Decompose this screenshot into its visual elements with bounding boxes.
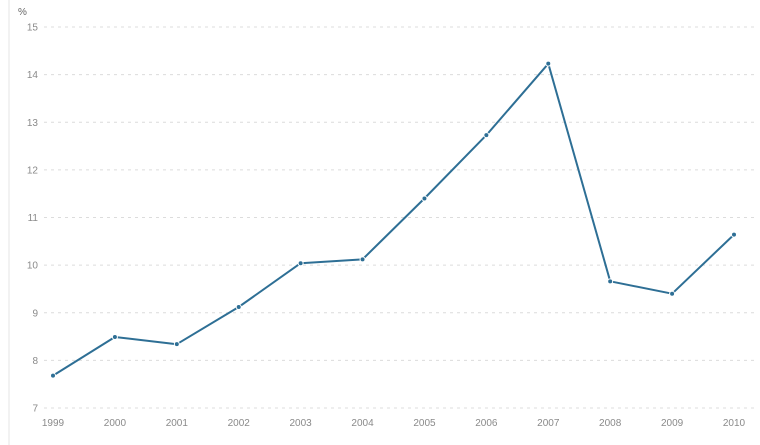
x-tick-label: 2002: [228, 418, 251, 429]
x-tick-label: 2007: [537, 418, 560, 429]
x-tick-label: 1999: [42, 418, 65, 429]
x-tick-label: 2006: [475, 418, 498, 429]
y-tick-label: 15: [27, 23, 39, 34]
data-point: [173, 341, 180, 348]
x-axis-tick-labels: 1999 2000 2001 2002 2003 2004 2005 2006 2007 2008…: [42, 418, 746, 429]
data-point: [421, 195, 428, 202]
data-point: [359, 256, 366, 263]
data-point: [235, 304, 242, 311]
x-tick-label: 2008: [599, 418, 622, 429]
data-point: [50, 372, 56, 379]
data-point: [111, 334, 118, 341]
data-point: [607, 278, 614, 285]
x-tick-label: 2000: [104, 418, 127, 429]
data-point: [731, 231, 737, 238]
x-tick-label: 2009: [661, 418, 684, 429]
data-point: [297, 260, 304, 267]
y-tick-label: 14: [27, 70, 39, 81]
x-tick-label: 2004: [351, 418, 374, 429]
y-tick-label: 10: [27, 261, 39, 272]
y-tick-label: 13: [27, 118, 39, 129]
y-tick-label: 7: [32, 404, 38, 415]
y-axis-unit-label: %: [18, 7, 27, 18]
y-axis-tick-labels: 7 8 9 10 11 12 13 14 15: [27, 23, 39, 415]
x-tick-label: 2001: [166, 418, 189, 429]
series-layer: [50, 60, 737, 379]
y-tick-label: 12: [27, 165, 39, 176]
gridlines: [44, 26, 755, 409]
series-line: [52, 62, 735, 377]
y-tick-label: 11: [28, 213, 39, 224]
y-tick-label: 8: [32, 356, 38, 367]
data-point: [545, 60, 552, 67]
data-point: [669, 290, 676, 297]
y-tick-label: 9: [32, 308, 38, 319]
x-tick-label: 2005: [413, 418, 436, 429]
x-tick-label: 2003: [290, 418, 313, 429]
data-point: [483, 132, 490, 139]
x-tick-label: 2010: [723, 418, 746, 429]
